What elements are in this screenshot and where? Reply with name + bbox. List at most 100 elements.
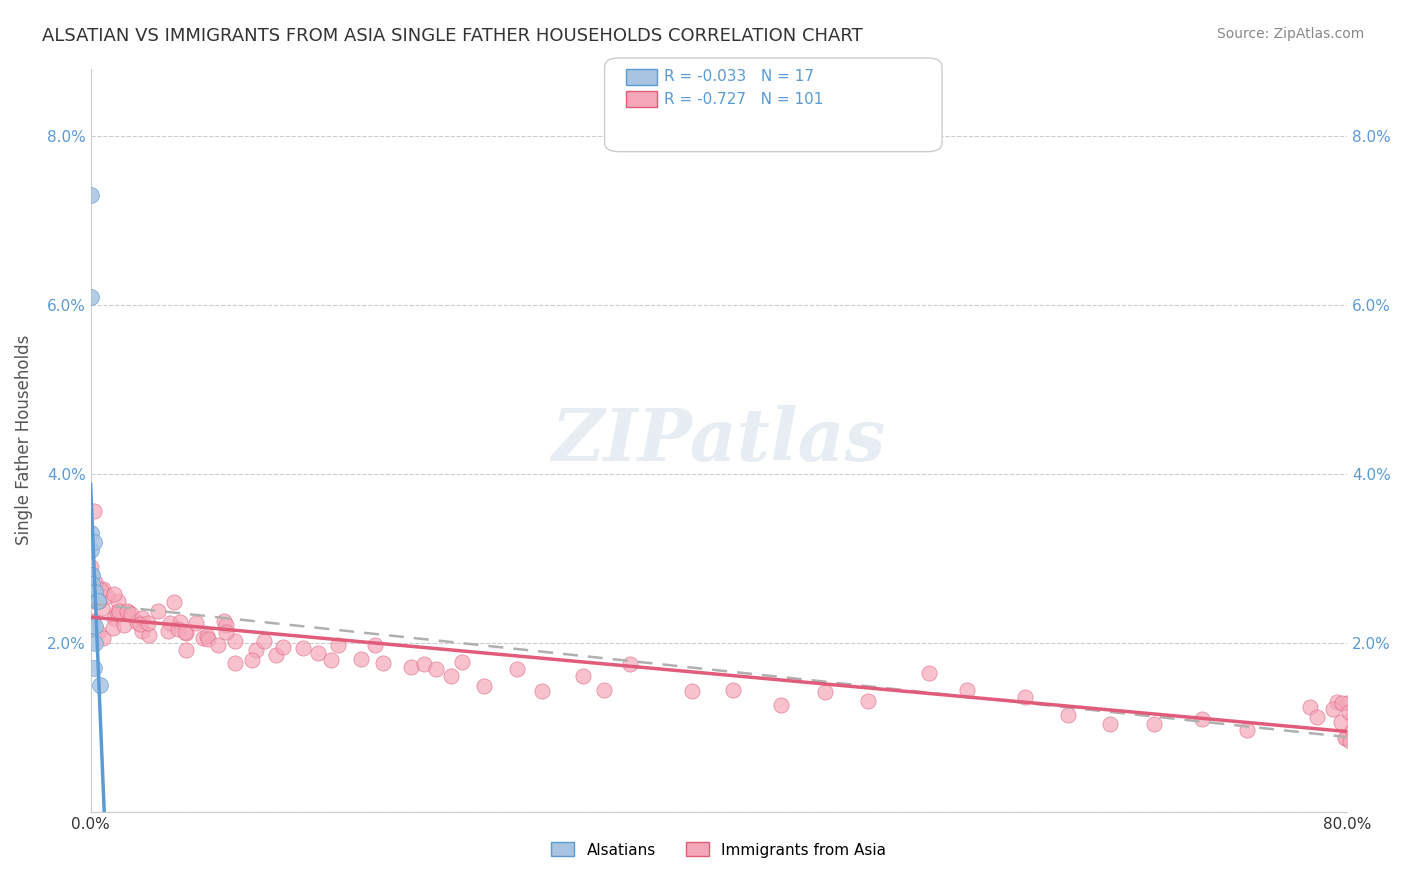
Immigrants from Asia [1336, 696, 1358, 710]
Immigrants from Asia [131, 610, 153, 624]
Immigrants from Asia [82, 614, 104, 628]
Immigrants from Asia [328, 638, 350, 652]
Immigrants from Asia [107, 607, 129, 621]
Immigrants from Asia [174, 626, 197, 640]
Text: Source: ZipAtlas.com: Source: ZipAtlas.com [1216, 27, 1364, 41]
Immigrants from Asia [1322, 702, 1344, 716]
Alsatians [89, 678, 111, 692]
Alsatians [79, 188, 101, 202]
Immigrants from Asia [425, 662, 447, 676]
Immigrants from Asia [214, 617, 236, 632]
Immigrants from Asia [572, 669, 595, 683]
Immigrants from Asia [82, 615, 104, 630]
Immigrants from Asia [371, 656, 394, 670]
Immigrants from Asia [770, 698, 793, 713]
Immigrants from Asia [129, 617, 152, 632]
Immigrants from Asia [1299, 700, 1322, 714]
Immigrants from Asia [96, 590, 118, 604]
Immigrants from Asia [115, 604, 138, 618]
Immigrants from Asia [721, 683, 744, 698]
Alsatians [82, 619, 104, 633]
Immigrants from Asia [87, 593, 110, 607]
Immigrants from Asia [193, 631, 215, 645]
Alsatians [79, 543, 101, 558]
Immigrants from Asia [1099, 716, 1122, 731]
Immigrants from Asia [1305, 710, 1327, 724]
Immigrants from Asia [1057, 708, 1080, 723]
Immigrants from Asia [197, 632, 219, 646]
Immigrants from Asia [1334, 731, 1357, 746]
Immigrants from Asia [157, 624, 180, 638]
Immigrants from Asia [401, 660, 423, 674]
Immigrants from Asia [127, 615, 149, 629]
Immigrants from Asia [451, 655, 474, 669]
Immigrants from Asia [215, 625, 238, 640]
Immigrants from Asia [91, 631, 114, 645]
Immigrants from Asia [240, 653, 263, 667]
Immigrants from Asia [117, 606, 139, 620]
Immigrants from Asia [224, 633, 246, 648]
Y-axis label: Single Father Households: Single Father Households [15, 335, 32, 545]
Legend: Alsatians, Immigrants from Asia: Alsatians, Immigrants from Asia [546, 837, 893, 863]
Immigrants from Asia [83, 504, 105, 518]
Immigrants from Asia [131, 624, 153, 638]
Immigrants from Asia [90, 582, 112, 597]
Immigrants from Asia [169, 615, 191, 629]
Immigrants from Asia [1143, 716, 1166, 731]
Immigrants from Asia [159, 616, 181, 631]
Immigrants from Asia [350, 651, 373, 665]
Immigrants from Asia [252, 634, 274, 648]
Immigrants from Asia [1334, 731, 1357, 745]
Immigrants from Asia [1341, 710, 1364, 724]
Immigrants from Asia [224, 657, 246, 671]
Immigrants from Asia [87, 625, 110, 640]
Immigrants from Asia [273, 640, 295, 655]
Immigrants from Asia [1236, 723, 1258, 738]
Alsatians [79, 568, 101, 582]
Immigrants from Asia [105, 605, 128, 619]
Immigrants from Asia [120, 607, 142, 621]
Alsatians [87, 593, 110, 607]
Immigrants from Asia [619, 657, 641, 672]
Immigrants from Asia [214, 615, 236, 629]
Immigrants from Asia [1326, 695, 1348, 709]
Immigrants from Asia [413, 657, 436, 671]
Immigrants from Asia [107, 594, 129, 608]
Alsatians [82, 576, 104, 591]
Immigrants from Asia [1191, 712, 1213, 726]
Immigrants from Asia [112, 618, 135, 632]
Immigrants from Asia [138, 628, 160, 642]
Immigrants from Asia [174, 643, 197, 657]
Immigrants from Asia [1339, 734, 1361, 748]
Immigrants from Asia [1014, 690, 1036, 704]
Immigrants from Asia [292, 641, 315, 656]
Alsatians [79, 526, 101, 541]
Alsatians [84, 636, 107, 650]
Immigrants from Asia [506, 662, 529, 676]
Immigrants from Asia [103, 587, 125, 601]
Alsatians [86, 593, 108, 607]
Alsatians [84, 619, 107, 633]
Immigrants from Asia [163, 595, 186, 609]
Immigrants from Asia [531, 684, 554, 698]
Immigrants from Asia [79, 585, 101, 599]
Immigrants from Asia [1331, 696, 1354, 710]
Immigrants from Asia [84, 579, 107, 593]
Immigrants from Asia [245, 643, 267, 657]
Immigrants from Asia [136, 616, 159, 631]
Immigrants from Asia [79, 592, 101, 607]
Immigrants from Asia [79, 594, 101, 608]
Immigrants from Asia [91, 582, 114, 596]
Immigrants from Asia [858, 694, 880, 708]
Text: ZIPatlas: ZIPatlas [553, 405, 886, 475]
Immigrants from Asia [195, 629, 218, 643]
Immigrants from Asia [814, 685, 837, 699]
Immigrants from Asia [266, 648, 288, 662]
Alsatians [83, 534, 105, 549]
Immigrants from Asia [472, 679, 495, 693]
Immigrants from Asia [108, 604, 131, 618]
Alsatians [83, 661, 105, 675]
Alsatians [84, 585, 107, 599]
Text: ALSATIAN VS IMMIGRANTS FROM ASIA SINGLE FATHER HOUSEHOLDS CORRELATION CHART: ALSATIAN VS IMMIGRANTS FROM ASIA SINGLE … [42, 27, 863, 45]
Immigrants from Asia [184, 616, 207, 631]
